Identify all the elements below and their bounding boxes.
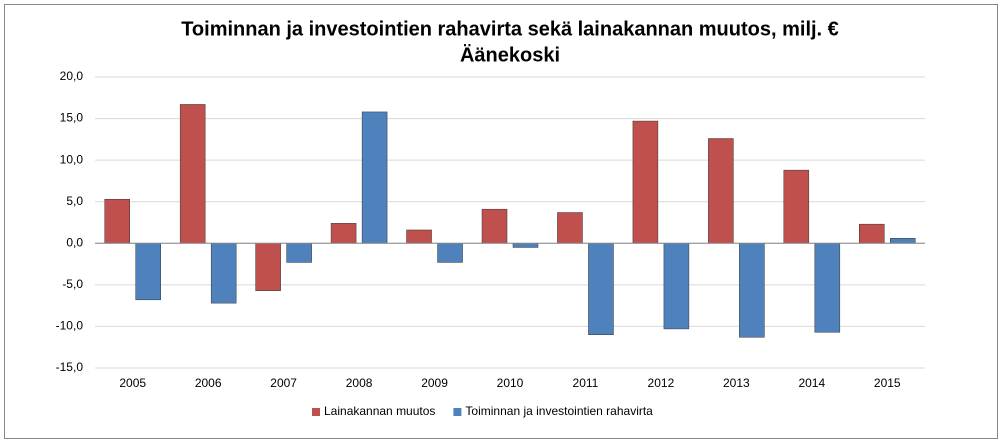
bar [557,212,583,244]
x-tick-label: 2005 [119,376,146,390]
bar [663,243,690,330]
bar [104,198,130,244]
bar [437,243,463,263]
y-tick-label: 5,0 [66,194,83,208]
bar [481,208,508,244]
bar [783,169,810,244]
bar [255,243,281,291]
x-tick-label: 2010 [497,376,524,390]
x-tick-label: 2012 [648,376,675,390]
x-tick-label: 2013 [723,376,750,390]
bar [632,120,659,244]
x-tick-label: 2015 [874,376,901,390]
y-tick-label: -10,0 [56,319,84,333]
bar [286,243,312,263]
bar [330,223,357,244]
y-tick-label: 0,0 [66,235,83,249]
y-tick-label: 20,0 [60,69,84,83]
x-tick-label: 2014 [798,376,825,390]
chart-subtitle: Äänekoski [460,43,560,66]
bar [708,138,734,244]
bar [361,111,388,244]
bar [210,243,237,304]
x-tick-label: 2008 [346,376,373,390]
bar [814,243,841,333]
legend-swatch [453,408,462,416]
y-tick-label: -5,0 [62,277,83,291]
bar [406,229,432,244]
legend-label: Toiminnan ja investointien rahavirta [465,404,653,418]
y-tick-label: 15,0 [60,111,84,125]
x-tick-label: 2009 [421,376,448,390]
x-tick-label: 2011 [573,376,599,390]
bar [859,223,885,244]
y-tick-label: -15,0 [56,360,84,374]
bar [512,243,539,248]
bar [588,243,614,335]
x-tick-label: 2007 [270,376,297,390]
bar [739,243,765,338]
y-tick-label: 10,0 [60,152,84,166]
bar [890,238,916,244]
x-tick-label: 2006 [195,376,222,390]
chart-title: Toiminnan ja investointien rahavirta sek… [181,18,839,40]
bar [179,104,206,244]
bar [135,243,161,301]
legend-swatch [312,408,320,416]
legend-label: Lainakannan muutos [324,404,435,418]
